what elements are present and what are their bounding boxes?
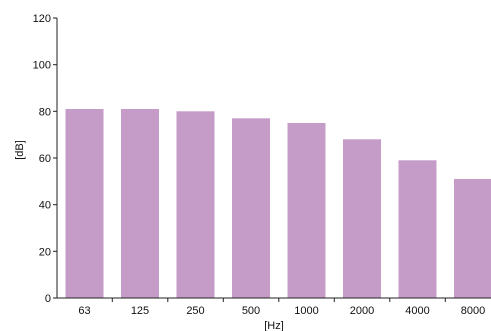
x-tick-label-63: 63 [78, 305, 90, 317]
bar-500 [232, 118, 270, 298]
x-tick-label-125: 125 [131, 305, 149, 317]
bar-2000 [343, 139, 381, 298]
x-tick-label-2000: 2000 [350, 305, 374, 317]
x-axis-title: [Hz] [264, 320, 284, 331]
y-tick-label-0: 0 [45, 293, 51, 305]
bar-250 [176, 111, 215, 298]
ticks-layer: 63 125 250 500 1000 2000 4000 8000 0 20 40 60 80 100 1… [33, 13, 486, 317]
bars-layer [65, 109, 491, 298]
bar-125 [121, 109, 159, 298]
bar-8000 [454, 179, 491, 298]
y-tick-label-120: 120 [33, 13, 51, 25]
x-tick-label-4000: 4000 [405, 305, 429, 317]
y-tick-label-80: 80 [39, 106, 51, 118]
x-tick-label-250: 250 [186, 305, 204, 317]
y-axis-title: [dB] [14, 140, 26, 160]
x-tick-label-8000: 8000 [461, 305, 485, 317]
x-tick-label-500: 500 [242, 305, 260, 317]
bar-1000 [287, 123, 326, 298]
y-tick-label-100: 100 [33, 60, 51, 72]
bar-4000 [398, 160, 437, 298]
y-tick-label-20: 20 [39, 246, 51, 258]
y-tick-label-60: 60 [39, 153, 51, 165]
x-tick-label-1000: 1000 [294, 305, 318, 317]
bar-63 [65, 109, 104, 298]
y-tick-label-40: 40 [39, 200, 51, 212]
